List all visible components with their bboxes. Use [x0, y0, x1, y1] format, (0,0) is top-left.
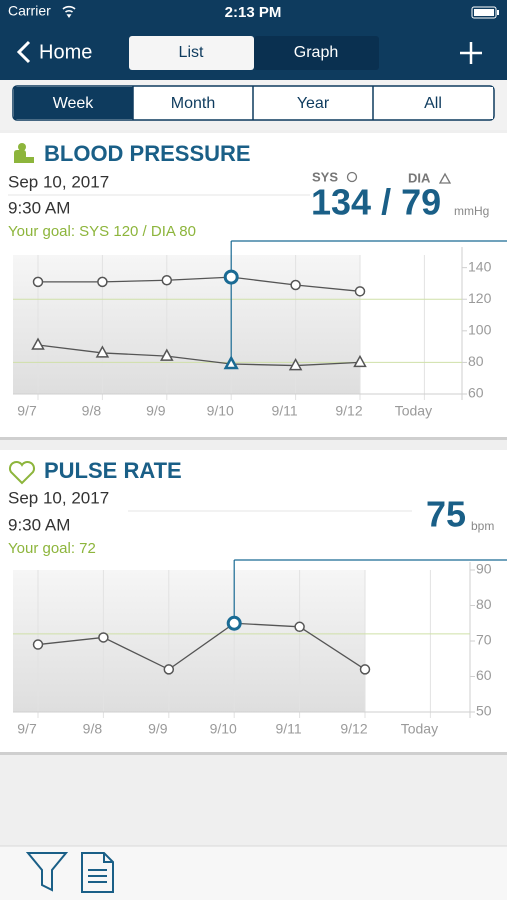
x-tick-label: 9/7: [17, 721, 37, 737]
x-tick-label: Today: [395, 403, 432, 419]
nav-tab-label: Graph: [294, 44, 338, 61]
data-point: [354, 286, 366, 297]
series-line: [37, 344, 361, 367]
x-tick-label: 9/8: [83, 721, 103, 737]
range-tab-label: Week: [53, 95, 95, 112]
card-title: BLOOD PRESSURE: [44, 141, 251, 166]
data-point: [32, 639, 44, 650]
reading-value: 134 / 79: [311, 182, 441, 223]
x-tick-label: 9/8: [82, 403, 102, 419]
card-shadow: [0, 752, 507, 755]
data-point: [31, 337, 45, 350]
battery-level: [474, 9, 494, 16]
carrier: Carrier: [8, 3, 51, 19]
add-button[interactable]: [460, 42, 482, 64]
card-title: PULSE RATE: [44, 458, 182, 483]
x-tick-label: 9/11: [271, 403, 297, 419]
battery-tip: [497, 10, 499, 15]
wifi-icon: [62, 5, 76, 18]
back-button[interactable]: Home: [39, 41, 92, 63]
data-point: [226, 615, 242, 631]
x-tick-label: 9/7: [17, 403, 37, 419]
reading-date: Sep 10, 2017: [8, 172, 109, 191]
dia-symbol: [438, 172, 452, 184]
range-tab-label: Month: [171, 95, 215, 112]
data-point: [288, 358, 303, 371]
range-tab[interactable]: [374, 87, 493, 119]
data-point: [32, 276, 44, 288]
battery: [471, 6, 497, 19]
reading-unit: mmHg: [454, 204, 489, 218]
filter-button[interactable]: [25, 852, 69, 892]
reading-date: Sep 10, 2017: [8, 488, 109, 507]
range-tab-label: Year: [297, 95, 330, 112]
y-tick-label: 50: [476, 703, 492, 719]
range-tab[interactable]: [254, 87, 373, 119]
nav-tab-label: List: [179, 44, 204, 61]
data-point: [294, 621, 305, 633]
reading-time: 9:30 AM: [8, 515, 70, 534]
goal: Your goal: 72: [8, 540, 96, 557]
y-tick-label: 60: [476, 667, 492, 683]
y-tick-label: 70: [476, 632, 492, 648]
goal: Your goal: SYS 120 / DIA 80: [8, 223, 196, 240]
dia-label: DIA: [408, 170, 431, 185]
range-tab[interactable]: [14, 87, 133, 119]
data-point: [163, 664, 175, 675]
y-tick-label: 140: [468, 258, 492, 274]
x-tick-label: 9/10: [210, 721, 237, 737]
reading-value: 75: [426, 494, 466, 535]
data-point: [223, 355, 239, 370]
clock: 2:13 PM: [225, 4, 282, 21]
back-arrow[interactable]: [16, 40, 31, 64]
data-point: [223, 269, 239, 285]
data-point: [290, 279, 301, 291]
range-tab-label: All: [424, 95, 442, 112]
x-tick-label: 9/10: [207, 403, 234, 419]
series-line: [37, 622, 366, 671]
card-shadow: [0, 437, 507, 440]
y-tick-label: 90: [476, 561, 492, 577]
x-tick-label: Today: [401, 721, 438, 737]
heart-icon: [8, 460, 36, 485]
data-point: [160, 348, 174, 361]
data-point: [95, 345, 110, 358]
report-button[interactable]: [81, 852, 114, 893]
y-tick-label: 100: [468, 322, 492, 338]
y-tick-label: 80: [468, 353, 484, 369]
person-icon: [14, 143, 34, 163]
x-tick-label: 9/9: [148, 721, 168, 737]
y-tick-label: 60: [468, 385, 484, 401]
data-point: [353, 354, 367, 368]
plot-area: [13, 255, 360, 394]
data-point: [359, 664, 371, 675]
toolbar: [0, 846, 507, 900]
x-tick-label: 9/9: [146, 403, 166, 419]
nav-tab[interactable]: [254, 36, 379, 70]
y-tick-label: 80: [476, 596, 492, 612]
reading-unit: bpm: [471, 519, 494, 533]
data-point: [161, 275, 173, 286]
nav-tab[interactable]: [129, 36, 254, 70]
series-line: [38, 276, 361, 292]
x-tick-label: 9/12: [340, 721, 367, 737]
y-tick-label: 120: [468, 290, 492, 306]
sys-label: SYS: [312, 169, 338, 184]
reading-time: 9:30 AM: [8, 198, 70, 217]
x-tick-label: 9/12: [335, 403, 362, 419]
sys-symbol: [346, 171, 358, 183]
data-point: [97, 276, 108, 288]
x-tick-label: 9/11: [275, 721, 301, 737]
range-tab[interactable]: [134, 87, 253, 119]
data-point: [98, 632, 109, 643]
